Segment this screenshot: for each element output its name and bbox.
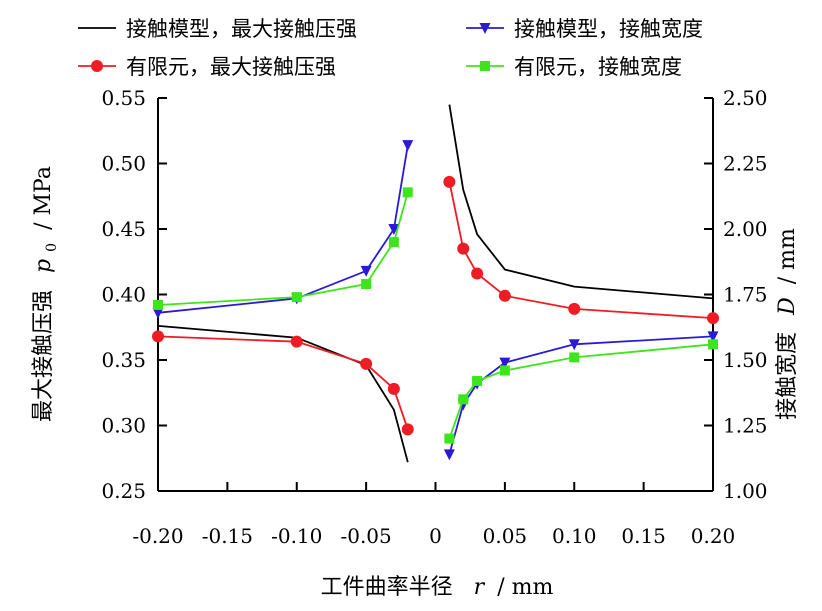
data-point [457, 242, 470, 255]
x-tick-label: 0 [429, 524, 442, 548]
x-tick-label: -0.05 [340, 524, 391, 548]
left-y-tick-label: 0.45 [101, 217, 146, 241]
x-tick-label: -0.10 [271, 524, 322, 548]
left-y-tick-label: 0.25 [101, 479, 146, 503]
x-axis-title-text: 工件曲率半径 [321, 575, 453, 600]
legend-label: 有限元，接触宽度 [514, 55, 682, 79]
x-axis-title-symbol: r [474, 575, 486, 600]
x-axis-title: 工件曲率半径 r / mm [321, 575, 554, 600]
data-point [458, 394, 469, 405]
data-point [153, 299, 163, 310]
legend-marker [480, 61, 490, 71]
right-y-tick-label: 2.50 [723, 86, 768, 110]
data-point [388, 237, 399, 248]
left-y-tick-label: 0.40 [101, 283, 146, 307]
data-point [568, 302, 581, 315]
data-point [291, 292, 302, 303]
data-point [498, 289, 511, 302]
right-y-tick-label: 1.50 [723, 348, 768, 372]
x-axis-title-unit: / mm [497, 575, 553, 600]
data-point [472, 375, 483, 386]
data-point [152, 307, 164, 319]
series-fem-contact-width [153, 187, 718, 444]
left-axis-title-unit: / MPa [31, 166, 56, 230]
x-tick-label: 0.10 [552, 524, 597, 548]
left-axis-title: 最大接触压强 p 0 / MPa [31, 166, 62, 422]
data-point [444, 433, 455, 444]
legend-item-model-max-pressure: 接触模型，最大接触压强 [78, 17, 357, 41]
left-axis-title-text: 最大接触压强 [31, 290, 56, 422]
legend-item-fem-contact-width: 有限元，接触宽度 [466, 55, 682, 79]
right-axis-title: 接触宽度 D / mm [775, 228, 800, 420]
data-point [499, 365, 510, 376]
data-point [402, 187, 413, 198]
right-y-tick-label: 1.25 [723, 414, 768, 438]
data-point [707, 312, 719, 325]
left-axis-title-subscript: 0 [44, 243, 60, 252]
series-line [448, 335, 714, 455]
data-point [443, 175, 456, 188]
right-y-tick-label: 1.75 [723, 283, 768, 307]
legend-item-fem-max-pressure: 有限元，最大接触压强 [78, 55, 336, 79]
data-point [499, 357, 511, 369]
legend-marker [479, 23, 491, 34]
data-point [443, 449, 455, 461]
series-model-max-pressure [157, 104, 714, 463]
data-point [290, 335, 303, 348]
series-layer [152, 104, 719, 463]
legend-label: 接触模型，接触宽度 [514, 17, 703, 41]
data-point [569, 352, 580, 363]
right-axis-title-symbol: D [775, 297, 800, 316]
left-y-tick-label: 0.35 [101, 348, 146, 372]
x-tick-label: -0.20 [132, 524, 183, 548]
series-line [448, 104, 714, 300]
legend-item-model-contact-width: 接触模型，接触宽度 [466, 17, 703, 41]
data-point [360, 265, 372, 277]
ticks: -0.20 -0.15 -0.10 -0.05 0 0.05 0.10 0.15 0.20 0.2… [101, 86, 767, 548]
data-point [402, 140, 414, 152]
left-axis-title-symbol: p [31, 259, 56, 273]
series-line [448, 343, 714, 439]
axes [157, 98, 714, 492]
right-axis-title-text: 接触宽度 [775, 332, 800, 420]
data-point [471, 267, 484, 280]
x-tick-label: 0.15 [621, 524, 666, 548]
x-tick-label: 0.20 [691, 524, 736, 548]
data-point [360, 357, 373, 370]
data-point [401, 423, 414, 436]
legend-label: 有限元，最大接触压强 [126, 55, 336, 79]
right-axis-title-unit: / mm [775, 228, 800, 284]
series-line [157, 335, 409, 430]
data-point [568, 339, 580, 351]
legend-label: 接触模型，最大接触压强 [126, 17, 357, 41]
left-y-tick-label: 0.30 [101, 414, 146, 438]
data-point [152, 330, 164, 343]
series-line [157, 325, 409, 463]
data-point [361, 279, 372, 290]
left-y-tick-label: 0.55 [101, 86, 146, 110]
data-point [388, 224, 400, 235]
series-line [448, 181, 714, 319]
right-y-tick-label: 1.00 [723, 479, 768, 503]
data-point [387, 382, 400, 395]
data-point [708, 339, 718, 350]
left-y-tick-label: 0.50 [101, 152, 146, 176]
legend-marker [91, 60, 103, 72]
right-y-tick-label: 2.00 [723, 217, 768, 241]
series-fem-max-pressure [152, 175, 719, 436]
right-y-tick-label: 2.25 [723, 152, 768, 176]
data-point [707, 331, 719, 343]
x-tick-label: 0.05 [483, 524, 528, 548]
x-tick-label: -0.15 [202, 524, 253, 548]
